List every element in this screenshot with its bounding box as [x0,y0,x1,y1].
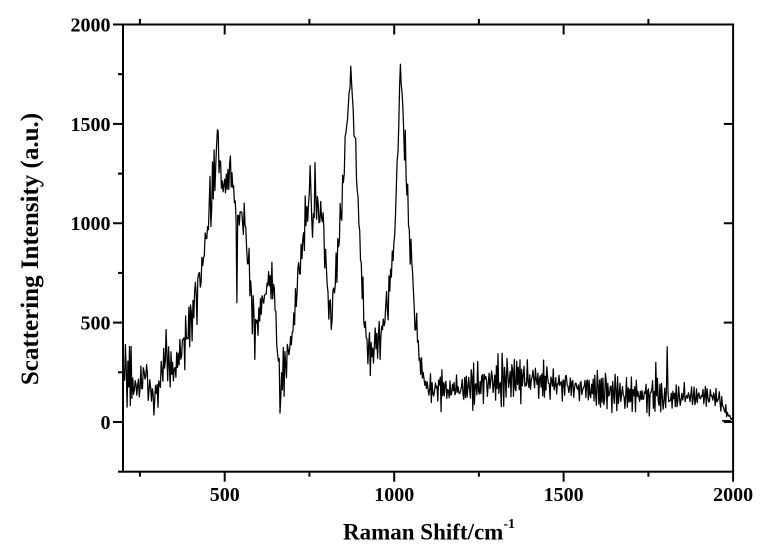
svg-text:1000: 1000 [71,213,111,235]
svg-text:2000: 2000 [713,484,753,506]
svg-text:500: 500 [81,313,111,335]
svg-text:Raman Shift/cm-1: Raman Shift/cm-1 [343,517,515,545]
svg-text:1000: 1000 [374,484,414,506]
svg-text:500: 500 [210,484,240,506]
svg-text:1500: 1500 [71,114,111,136]
svg-text:Scattering Intensity (a.u.): Scattering Intensity (a.u.) [17,113,44,385]
svg-text:2000: 2000 [71,15,111,37]
svg-text:0: 0 [101,412,111,434]
svg-text:1500: 1500 [544,484,584,506]
